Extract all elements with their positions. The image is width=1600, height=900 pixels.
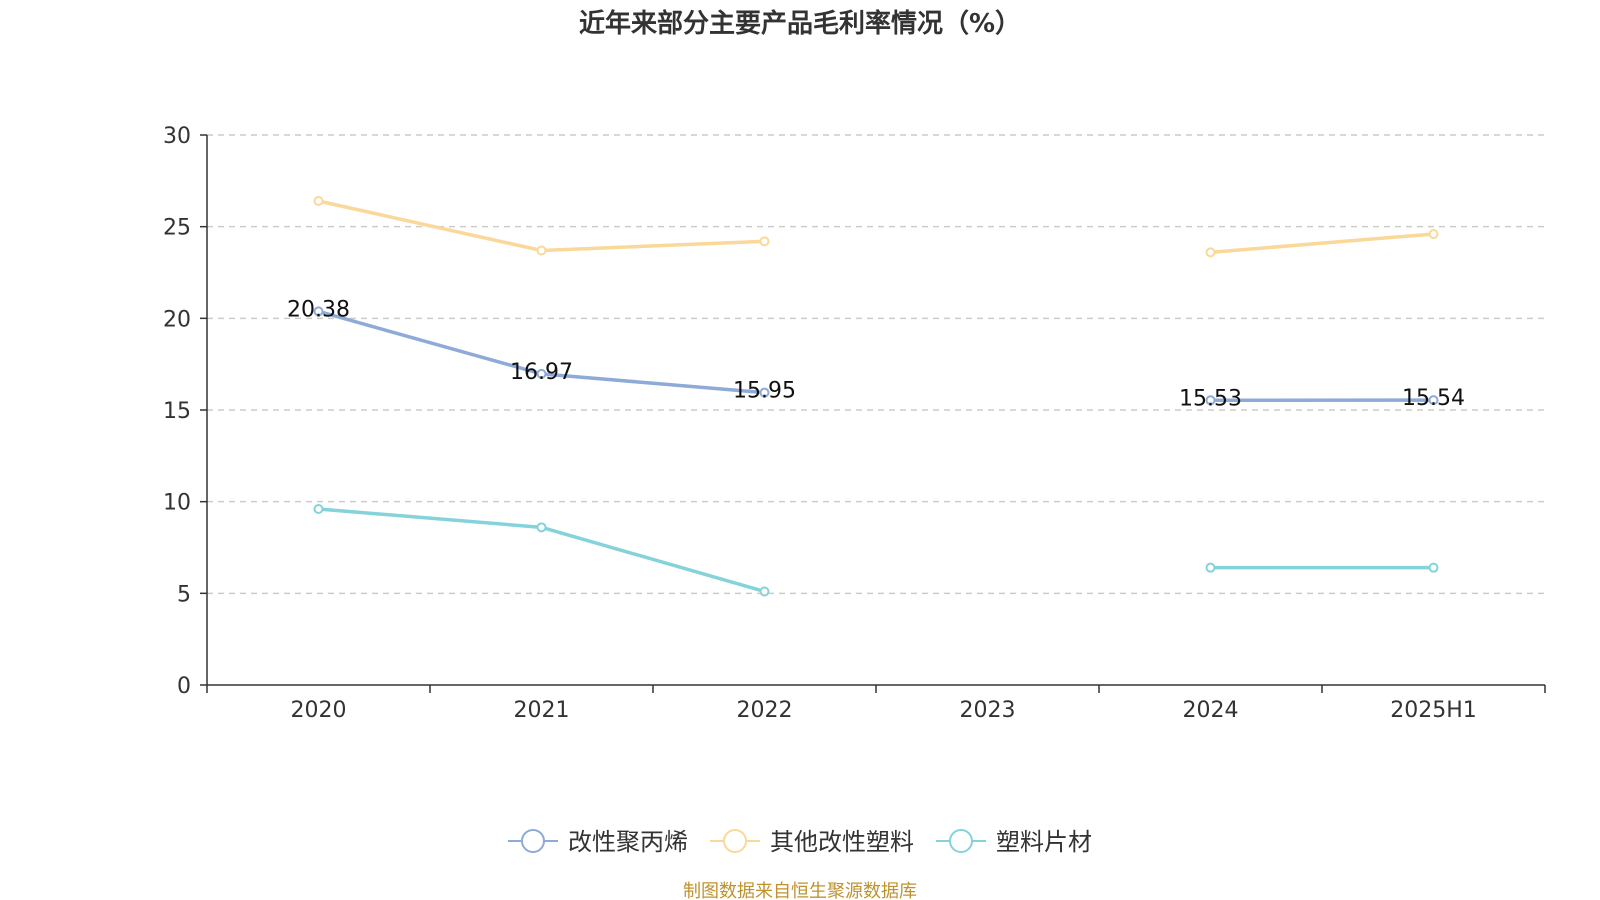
x-tick-label: 2023 (960, 698, 1016, 723)
x-tick-label: 2025H1 (1390, 698, 1477, 723)
series-group (313, 306, 1439, 406)
y-tick-label: 25 (163, 216, 191, 241)
data-label: 16.97 (510, 360, 573, 385)
data-point[interactable] (536, 522, 547, 533)
legend[interactable]: 改性聚丙烯 其他改性塑料 塑料片材 (508, 828, 1092, 856)
legend-item[interactable]: 塑料片材 (936, 828, 1092, 856)
y-tick-label: 0 (177, 674, 191, 699)
series-line (316, 507, 767, 594)
y-tick-label: 5 (177, 582, 191, 607)
legend-item[interactable]: 改性聚丙烯 (508, 828, 688, 856)
data-label: 15.53 (1179, 386, 1242, 411)
x-tick-label: 2024 (1183, 698, 1239, 723)
data-point[interactable] (313, 504, 324, 514)
x-tick-label: 2022 (737, 698, 793, 723)
x-tick-label: 2020 (291, 698, 347, 723)
source-note: 制图数据来自恒生聚源数据库 (683, 881, 917, 900)
series-line (1208, 232, 1436, 255)
data-point[interactable] (759, 586, 770, 597)
y-tick-label: 15 (163, 399, 191, 424)
series-lines (313, 196, 1439, 597)
legend-label: 其他改性塑料 (770, 828, 914, 856)
data-label: 20.38 (287, 297, 350, 322)
legend-marker (949, 829, 973, 853)
legend-label: 改性聚丙烯 (568, 828, 688, 856)
data-point[interactable] (1205, 247, 1216, 258)
data-point[interactable] (313, 306, 324, 317)
data-labels: 20.38 16.97 15.95 15.53 15.54 (287, 297, 1465, 411)
data-point[interactable] (759, 236, 770, 247)
y-tick-label: 20 (163, 307, 191, 332)
legend-marker (521, 829, 545, 853)
axes: 0 5 10 15 20 25 30 2020 2021 2022 2023 2024 2025H1 (163, 124, 1546, 723)
x-tick-label: 2021 (514, 698, 570, 723)
data-point[interactable] (759, 387, 770, 398)
data-point[interactable] (536, 245, 547, 256)
series-group (313, 196, 1439, 258)
data-point[interactable] (1428, 562, 1439, 573)
y-tick-label: 30 (163, 124, 191, 149)
data-point[interactable] (1205, 395, 1216, 406)
data-point[interactable] (1205, 562, 1216, 573)
data-point[interactable] (1428, 395, 1439, 406)
legend-item[interactable]: 其他改性塑料 (710, 828, 914, 856)
grid-lines (207, 134, 1545, 595)
y-tick-label: 10 (163, 491, 191, 516)
data-point[interactable] (1428, 229, 1439, 239)
legend-label: 塑料片材 (996, 828, 1092, 856)
data-label: 15.54 (1402, 386, 1465, 411)
data-label: 15.95 (733, 379, 796, 404)
legend-marker (723, 829, 747, 853)
series-line (316, 199, 767, 253)
series-group (313, 504, 1439, 597)
chart-title: 近年来部分主要产品毛利率情况（%） (579, 8, 1021, 39)
data-point[interactable] (536, 368, 547, 379)
data-point[interactable] (313, 196, 324, 206)
